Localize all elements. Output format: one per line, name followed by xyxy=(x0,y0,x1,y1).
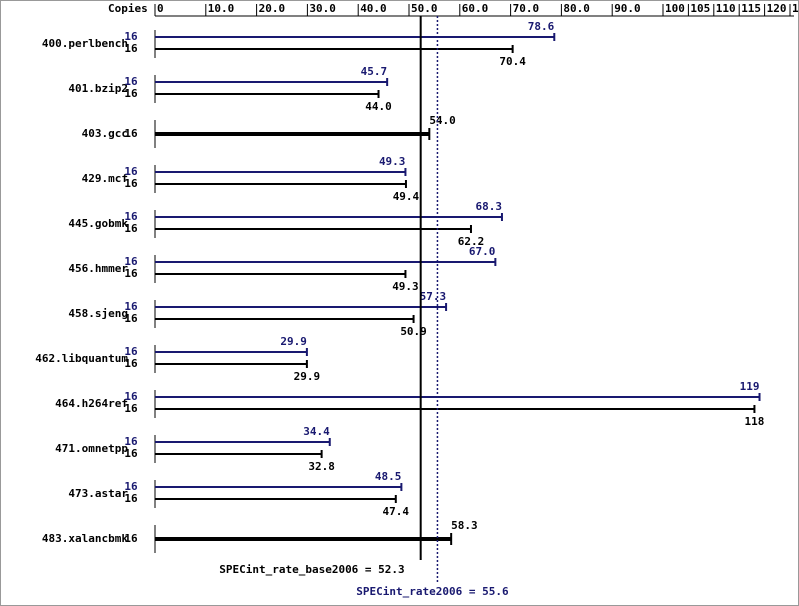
copies-label: 16 xyxy=(124,480,138,493)
x-tick-label: 70.0 xyxy=(513,2,540,15)
copies-label: 16 xyxy=(124,447,138,460)
copies-label: 16 xyxy=(124,87,138,100)
value-label: 58.3 xyxy=(451,519,478,532)
value-label: 44.0 xyxy=(365,100,392,113)
category-label: 473.astar xyxy=(68,487,128,500)
copies-label: 16 xyxy=(124,402,138,415)
x-tick-label: 120 xyxy=(767,2,787,15)
category-label: 401.bzip2 xyxy=(68,82,128,95)
value-label: 68.3 xyxy=(475,200,502,213)
copies-label: 16 xyxy=(124,165,138,178)
value-label: 54.0 xyxy=(429,114,456,127)
copies-label: 16 xyxy=(124,267,138,280)
category-label: 445.gobmk xyxy=(68,217,128,230)
copies-label: 16 xyxy=(124,532,138,545)
value-label: 62.2 xyxy=(458,235,485,248)
value-label: 118 xyxy=(745,415,765,428)
value-label: 47.4 xyxy=(383,505,410,518)
x-tick-label: 30.0 xyxy=(309,2,336,15)
x-tick-label: 125 xyxy=(792,2,799,15)
x-tick-label: 0 xyxy=(157,2,164,15)
x-tick-label: 80.0 xyxy=(563,2,590,15)
value-label: 45.7 xyxy=(361,65,388,78)
category-label: 458.sjeng xyxy=(68,307,128,320)
reference-label: SPECint_rate2006 = 55.6 xyxy=(356,585,509,598)
x-tick-label: 40.0 xyxy=(360,2,387,15)
value-label: 119 xyxy=(740,380,760,393)
copies-label: 16 xyxy=(124,492,138,505)
copies-label: 16 xyxy=(124,435,138,448)
category-label: 429.mcf xyxy=(82,172,128,185)
copies-label: 16 xyxy=(124,127,138,140)
copies-label: 16 xyxy=(124,210,138,223)
value-label: 29.9 xyxy=(294,370,321,383)
category-label: 471.omnetpp xyxy=(55,442,128,455)
copies-label: 16 xyxy=(124,390,138,403)
x-tick-label: 105 xyxy=(690,2,710,15)
value-label: 67.0 xyxy=(469,245,496,258)
category-label: 456.hmmer xyxy=(68,262,128,275)
copies-label: 16 xyxy=(124,222,138,235)
value-label: 49.3 xyxy=(379,155,406,168)
value-label: 34.4 xyxy=(303,425,330,438)
x-tick-label: 100 xyxy=(665,2,685,15)
copies-label: 16 xyxy=(124,75,138,88)
value-label: 50.9 xyxy=(400,325,427,338)
x-tick-label: 90.0 xyxy=(614,2,641,15)
value-label: 48.5 xyxy=(375,470,402,483)
category-label: 462.libquantum xyxy=(35,352,128,365)
copies-label: 16 xyxy=(124,312,138,325)
value-label: 29.9 xyxy=(280,335,307,348)
copies-label: 16 xyxy=(124,357,138,370)
x-tick-label: 20.0 xyxy=(259,2,286,15)
copies-label: 16 xyxy=(124,345,138,358)
value-label: 49.3 xyxy=(392,280,419,293)
x-tick-label: 115 xyxy=(741,2,761,15)
value-label: 70.4 xyxy=(499,55,526,68)
x-tick-label: 60.0 xyxy=(462,2,489,15)
copies-label: 16 xyxy=(124,300,138,313)
category-label: 400.perlbench xyxy=(42,37,128,50)
value-label: 32.8 xyxy=(308,460,335,473)
reference-label: SPECint_rate_base2006 = 52.3 xyxy=(219,563,404,576)
x-tick-label: 110 xyxy=(716,2,736,15)
category-label: 483.xalancbmk xyxy=(42,532,128,545)
copies-label: 16 xyxy=(124,255,138,268)
category-label: 403.gcc xyxy=(82,127,128,140)
value-label: 57.3 xyxy=(420,290,447,303)
copies-label: 16 xyxy=(124,177,138,190)
x-tick-label: 50.0 xyxy=(411,2,438,15)
category-label: 464.h264ref xyxy=(55,397,128,410)
copies-label: 16 xyxy=(124,30,138,43)
copies-label: 16 xyxy=(124,42,138,55)
x-tick-label: 10.0 xyxy=(208,2,235,15)
copies-header: Copies xyxy=(108,2,148,15)
value-label: 49.4 xyxy=(393,190,420,203)
value-label: 78.6 xyxy=(528,20,555,33)
